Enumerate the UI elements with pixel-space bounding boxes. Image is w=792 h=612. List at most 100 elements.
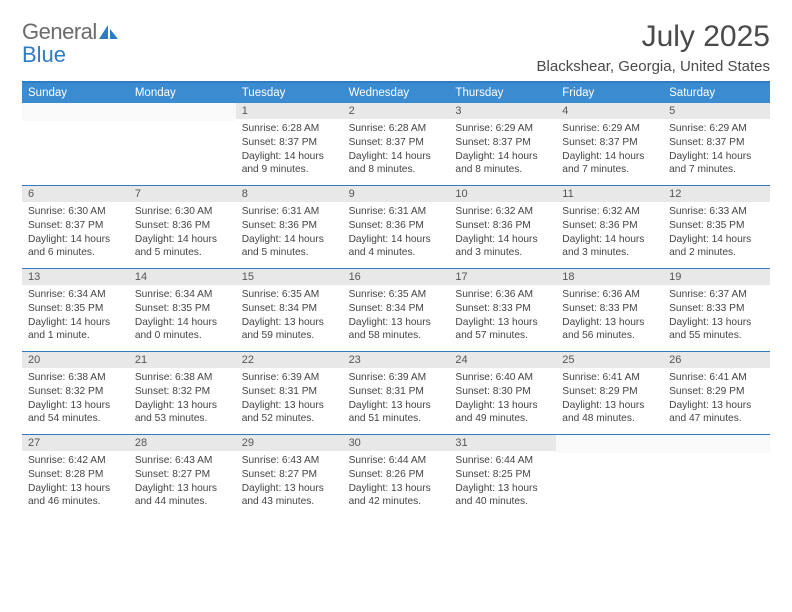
- sunset-line: Sunset: 8:34 PM: [349, 302, 444, 316]
- daylight-line: Daylight: 13 hours and 43 minutes.: [242, 482, 337, 510]
- sunset-line: Sunset: 8:25 PM: [455, 468, 550, 482]
- day-details: Sunrise: 6:34 AMSunset: 8:35 PMDaylight:…: [22, 285, 129, 349]
- day-number: 26: [663, 352, 770, 368]
- day-details: Sunrise: 6:36 AMSunset: 8:33 PMDaylight:…: [556, 285, 663, 349]
- day-details: Sunrise: 6:34 AMSunset: 8:35 PMDaylight:…: [129, 285, 236, 349]
- day-details: Sunrise: 6:37 AMSunset: 8:33 PMDaylight:…: [663, 285, 770, 349]
- sunset-line: Sunset: 8:33 PM: [455, 302, 550, 316]
- day-details: Sunrise: 6:44 AMSunset: 8:25 PMDaylight:…: [449, 451, 556, 515]
- day-cell: 16Sunrise: 6:35 AMSunset: 8:34 PMDayligh…: [343, 269, 450, 351]
- day-details: Sunrise: 6:29 AMSunset: 8:37 PMDaylight:…: [663, 119, 770, 183]
- day-details: Sunrise: 6:35 AMSunset: 8:34 PMDaylight:…: [236, 285, 343, 349]
- logo-line1: General: [22, 19, 97, 44]
- day-cell: 2Sunrise: 6:28 AMSunset: 8:37 PMDaylight…: [343, 103, 450, 185]
- sunset-line: Sunset: 8:29 PM: [562, 385, 657, 399]
- week-row: 20Sunrise: 6:38 AMSunset: 8:32 PMDayligh…: [22, 351, 770, 434]
- day-details: Sunrise: 6:39 AMSunset: 8:31 PMDaylight:…: [236, 368, 343, 432]
- daylight-line: Daylight: 13 hours and 49 minutes.: [455, 399, 550, 427]
- daylight-line: Daylight: 13 hours and 54 minutes.: [28, 399, 123, 427]
- day-cell: 27Sunrise: 6:42 AMSunset: 8:28 PMDayligh…: [22, 435, 129, 517]
- sunrise-line: Sunrise: 6:35 AM: [242, 288, 337, 302]
- week-row: 13Sunrise: 6:34 AMSunset: 8:35 PMDayligh…: [22, 268, 770, 351]
- day-cell: [22, 103, 129, 185]
- sunset-line: Sunset: 8:30 PM: [455, 385, 550, 399]
- day-details: Sunrise: 6:39 AMSunset: 8:31 PMDaylight:…: [343, 368, 450, 432]
- day-details: Sunrise: 6:32 AMSunset: 8:36 PMDaylight:…: [449, 202, 556, 266]
- daylight-line: Daylight: 14 hours and 1 minute.: [28, 316, 123, 344]
- sunset-line: Sunset: 8:27 PM: [242, 468, 337, 482]
- sunrise-line: Sunrise: 6:29 AM: [669, 122, 764, 136]
- sunset-line: Sunset: 8:36 PM: [349, 219, 444, 233]
- day-details: Sunrise: 6:43 AMSunset: 8:27 PMDaylight:…: [129, 451, 236, 515]
- day-cell: 30Sunrise: 6:44 AMSunset: 8:26 PMDayligh…: [343, 435, 450, 517]
- sunset-line: Sunset: 8:36 PM: [242, 219, 337, 233]
- day-number: 12: [663, 186, 770, 202]
- day-number: 11: [556, 186, 663, 202]
- sunset-line: Sunset: 8:37 PM: [669, 136, 764, 150]
- day-header-row: Sunday Monday Tuesday Wednesday Thursday…: [22, 83, 770, 103]
- day-number: 22: [236, 352, 343, 368]
- day-details: Sunrise: 6:31 AMSunset: 8:36 PMDaylight:…: [236, 202, 343, 266]
- sunset-line: Sunset: 8:35 PM: [669, 219, 764, 233]
- daylight-line: Daylight: 13 hours and 59 minutes.: [242, 316, 337, 344]
- day-number: [129, 103, 236, 121]
- daylight-line: Daylight: 14 hours and 2 minutes.: [669, 233, 764, 261]
- day-number: 23: [343, 352, 450, 368]
- sunrise-line: Sunrise: 6:31 AM: [242, 205, 337, 219]
- day-number: 4: [556, 103, 663, 119]
- weeks-container: 1Sunrise: 6:28 AMSunset: 8:37 PMDaylight…: [22, 103, 770, 517]
- day-number: 15: [236, 269, 343, 285]
- dayhead-monday: Monday: [129, 83, 236, 103]
- day-details: Sunrise: 6:35 AMSunset: 8:34 PMDaylight:…: [343, 285, 450, 349]
- sunset-line: Sunset: 8:33 PM: [669, 302, 764, 316]
- sunrise-line: Sunrise: 6:43 AM: [242, 454, 337, 468]
- title-block: July 2025 Blackshear, Georgia, United St…: [537, 20, 770, 75]
- sunrise-line: Sunrise: 6:43 AM: [135, 454, 230, 468]
- logo: General Blue: [22, 20, 119, 66]
- page-title: July 2025: [537, 20, 770, 54]
- day-cell: 25Sunrise: 6:41 AMSunset: 8:29 PMDayligh…: [556, 352, 663, 434]
- dayhead-thursday: Thursday: [449, 83, 556, 103]
- day-cell: 7Sunrise: 6:30 AMSunset: 8:36 PMDaylight…: [129, 186, 236, 268]
- day-details: Sunrise: 6:42 AMSunset: 8:28 PMDaylight:…: [22, 451, 129, 515]
- sunset-line: Sunset: 8:37 PM: [349, 136, 444, 150]
- day-cell: 12Sunrise: 6:33 AMSunset: 8:35 PMDayligh…: [663, 186, 770, 268]
- day-details: Sunrise: 6:33 AMSunset: 8:35 PMDaylight:…: [663, 202, 770, 266]
- sunrise-line: Sunrise: 6:39 AM: [242, 371, 337, 385]
- sunset-line: Sunset: 8:34 PM: [242, 302, 337, 316]
- header: General Blue July 2025 Blackshear, Georg…: [22, 20, 770, 75]
- sunrise-line: Sunrise: 6:37 AM: [669, 288, 764, 302]
- daylight-line: Daylight: 14 hours and 3 minutes.: [455, 233, 550, 261]
- day-number: 18: [556, 269, 663, 285]
- sunset-line: Sunset: 8:35 PM: [135, 302, 230, 316]
- day-cell: 28Sunrise: 6:43 AMSunset: 8:27 PMDayligh…: [129, 435, 236, 517]
- sunset-line: Sunset: 8:36 PM: [562, 219, 657, 233]
- logo-line2: Blue: [22, 42, 66, 67]
- day-details: Sunrise: 6:44 AMSunset: 8:26 PMDaylight:…: [343, 451, 450, 515]
- day-cell: 4Sunrise: 6:29 AMSunset: 8:37 PMDaylight…: [556, 103, 663, 185]
- day-details: Sunrise: 6:30 AMSunset: 8:37 PMDaylight:…: [22, 202, 129, 266]
- day-cell: 20Sunrise: 6:38 AMSunset: 8:32 PMDayligh…: [22, 352, 129, 434]
- day-number: 3: [449, 103, 556, 119]
- sunrise-line: Sunrise: 6:32 AM: [562, 205, 657, 219]
- day-cell: 13Sunrise: 6:34 AMSunset: 8:35 PMDayligh…: [22, 269, 129, 351]
- day-details: Sunrise: 6:32 AMSunset: 8:36 PMDaylight:…: [556, 202, 663, 266]
- daylight-line: Daylight: 14 hours and 5 minutes.: [135, 233, 230, 261]
- daylight-line: Daylight: 14 hours and 8 minutes.: [455, 150, 550, 178]
- daylight-line: Daylight: 14 hours and 7 minutes.: [562, 150, 657, 178]
- sunrise-line: Sunrise: 6:36 AM: [455, 288, 550, 302]
- day-details: Sunrise: 6:28 AMSunset: 8:37 PMDaylight:…: [236, 119, 343, 183]
- day-cell: 29Sunrise: 6:43 AMSunset: 8:27 PMDayligh…: [236, 435, 343, 517]
- day-number: 14: [129, 269, 236, 285]
- sunrise-line: Sunrise: 6:42 AM: [28, 454, 123, 468]
- calendar: Sunday Monday Tuesday Wednesday Thursday…: [22, 81, 770, 517]
- day-details: Sunrise: 6:28 AMSunset: 8:37 PMDaylight:…: [343, 119, 450, 183]
- sunrise-line: Sunrise: 6:35 AM: [349, 288, 444, 302]
- sunrise-line: Sunrise: 6:31 AM: [349, 205, 444, 219]
- sunrise-line: Sunrise: 6:41 AM: [562, 371, 657, 385]
- daylight-line: Daylight: 13 hours and 44 minutes.: [135, 482, 230, 510]
- day-cell: 8Sunrise: 6:31 AMSunset: 8:36 PMDaylight…: [236, 186, 343, 268]
- day-cell: 11Sunrise: 6:32 AMSunset: 8:36 PMDayligh…: [556, 186, 663, 268]
- day-cell: 22Sunrise: 6:39 AMSunset: 8:31 PMDayligh…: [236, 352, 343, 434]
- logo-text: General Blue: [22, 20, 119, 66]
